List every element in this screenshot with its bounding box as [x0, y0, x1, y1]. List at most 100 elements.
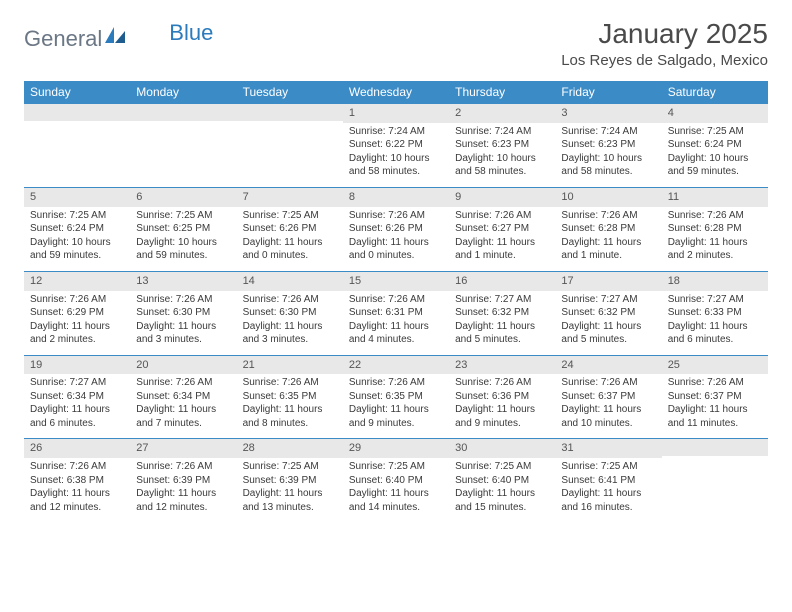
day-data: Sunrise: 7:26 AMSunset: 6:29 PMDaylight:… — [24, 291, 130, 355]
calendar-day-cell: 23Sunrise: 7:26 AMSunset: 6:36 PMDayligh… — [449, 355, 555, 439]
day-number: 21 — [237, 356, 343, 375]
sunset-line: Sunset: 6:31 PM — [349, 306, 443, 320]
calendar-day-cell: 10Sunrise: 7:26 AMSunset: 6:28 PMDayligh… — [555, 187, 661, 271]
day-number: 24 — [555, 356, 661, 375]
daylight-line: Daylight: 10 hours and 59 minutes. — [30, 236, 124, 263]
sunset-line: Sunset: 6:38 PM — [30, 474, 124, 488]
day-data: Sunrise: 7:25 AMSunset: 6:40 PMDaylight:… — [449, 458, 555, 522]
calendar-day-cell: 14Sunrise: 7:26 AMSunset: 6:30 PMDayligh… — [237, 271, 343, 355]
day-number: 8 — [343, 188, 449, 207]
day-number: 4 — [662, 104, 768, 123]
day-data: Sunrise: 7:24 AMSunset: 6:22 PMDaylight:… — [343, 123, 449, 187]
weekday-header: Wednesday — [343, 81, 449, 104]
calendar-day-cell: 28Sunrise: 7:25 AMSunset: 6:39 PMDayligh… — [237, 439, 343, 522]
day-data: Sunrise: 7:26 AMSunset: 6:37 PMDaylight:… — [662, 374, 768, 438]
day-number: 11 — [662, 188, 768, 207]
sunset-line: Sunset: 6:33 PM — [668, 306, 762, 320]
day-number: 1 — [343, 104, 449, 123]
header: General Blue January 2025 Los Reyes de S… — [24, 18, 768, 69]
calendar-day-cell: 9Sunrise: 7:26 AMSunset: 6:27 PMDaylight… — [449, 187, 555, 271]
sunrise-line: Sunrise: 7:25 AM — [668, 125, 762, 139]
daylight-line: Daylight: 11 hours and 13 minutes. — [243, 487, 337, 514]
sunset-line: Sunset: 6:28 PM — [668, 222, 762, 236]
day-data: Sunrise: 7:25 AMSunset: 6:25 PMDaylight:… — [130, 207, 236, 271]
day-data: Sunrise: 7:25 AMSunset: 6:24 PMDaylight:… — [24, 207, 130, 271]
day-data: Sunrise: 7:27 AMSunset: 6:32 PMDaylight:… — [555, 291, 661, 355]
daylight-line: Daylight: 11 hours and 9 minutes. — [455, 403, 549, 430]
sunrise-line: Sunrise: 7:26 AM — [136, 293, 230, 307]
calendar-week-row: 5Sunrise: 7:25 AMSunset: 6:24 PMDaylight… — [24, 187, 768, 271]
logo: General Blue — [24, 18, 173, 52]
day-number: 5 — [24, 188, 130, 207]
sunset-line: Sunset: 6:22 PM — [349, 138, 443, 152]
day-data: Sunrise: 7:25 AMSunset: 6:40 PMDaylight:… — [343, 458, 449, 522]
day-number: 25 — [662, 356, 768, 375]
daylight-line: Daylight: 11 hours and 3 minutes. — [136, 320, 230, 347]
sunrise-line: Sunrise: 7:27 AM — [668, 293, 762, 307]
sunset-line: Sunset: 6:30 PM — [136, 306, 230, 320]
sunrise-line: Sunrise: 7:26 AM — [349, 376, 443, 390]
daylight-line: Daylight: 10 hours and 59 minutes. — [668, 152, 762, 179]
sunrise-line: Sunrise: 7:25 AM — [30, 209, 124, 223]
calendar-day-cell: 4Sunrise: 7:25 AMSunset: 6:24 PMDaylight… — [662, 104, 768, 188]
daylight-line: Daylight: 11 hours and 12 minutes. — [30, 487, 124, 514]
sunset-line: Sunset: 6:32 PM — [455, 306, 549, 320]
calendar-day-cell: 31Sunrise: 7:25 AMSunset: 6:41 PMDayligh… — [555, 439, 661, 522]
day-data: Sunrise: 7:26 AMSunset: 6:28 PMDaylight:… — [662, 207, 768, 271]
calendar-day-cell: 25Sunrise: 7:26 AMSunset: 6:37 PMDayligh… — [662, 355, 768, 439]
sunrise-line: Sunrise: 7:25 AM — [243, 460, 337, 474]
day-number: 10 — [555, 188, 661, 207]
day-data: Sunrise: 7:26 AMSunset: 6:37 PMDaylight:… — [555, 374, 661, 438]
sunrise-line: Sunrise: 7:26 AM — [561, 376, 655, 390]
day-data: Sunrise: 7:25 AMSunset: 6:24 PMDaylight:… — [662, 123, 768, 187]
calendar-day-cell — [237, 104, 343, 188]
sunset-line: Sunset: 6:37 PM — [668, 390, 762, 404]
weekday-header: Tuesday — [237, 81, 343, 104]
sunset-line: Sunset: 6:29 PM — [30, 306, 124, 320]
calendar-day-cell: 11Sunrise: 7:26 AMSunset: 6:28 PMDayligh… — [662, 187, 768, 271]
calendar-day-cell: 16Sunrise: 7:27 AMSunset: 6:32 PMDayligh… — [449, 271, 555, 355]
day-number: 9 — [449, 188, 555, 207]
day-number: 23 — [449, 356, 555, 375]
day-number: 29 — [343, 439, 449, 458]
calendar-day-cell: 8Sunrise: 7:26 AMSunset: 6:26 PMDaylight… — [343, 187, 449, 271]
sunset-line: Sunset: 6:23 PM — [455, 138, 549, 152]
day-data: Sunrise: 7:26 AMSunset: 6:27 PMDaylight:… — [449, 207, 555, 271]
daylight-line: Daylight: 11 hours and 11 minutes. — [668, 403, 762, 430]
daylight-line: Daylight: 11 hours and 0 minutes. — [349, 236, 443, 263]
day-number: 20 — [130, 356, 236, 375]
logo-text-blue: Blue — [169, 20, 213, 46]
day-number: 26 — [24, 439, 130, 458]
daylight-line: Daylight: 11 hours and 10 minutes. — [561, 403, 655, 430]
sunrise-line: Sunrise: 7:27 AM — [561, 293, 655, 307]
sunset-line: Sunset: 6:24 PM — [668, 138, 762, 152]
daylight-line: Daylight: 10 hours and 58 minutes. — [349, 152, 443, 179]
location-subtitle: Los Reyes de Salgado, Mexico — [561, 52, 768, 69]
daylight-line: Daylight: 11 hours and 7 minutes. — [136, 403, 230, 430]
day-data: Sunrise: 7:26 AMSunset: 6:30 PMDaylight:… — [130, 291, 236, 355]
weekday-header: Thursday — [449, 81, 555, 104]
daylight-line: Daylight: 11 hours and 0 minutes. — [243, 236, 337, 263]
calendar-week-row: 26Sunrise: 7:26 AMSunset: 6:38 PMDayligh… — [24, 439, 768, 522]
calendar-day-cell — [130, 104, 236, 188]
day-data: Sunrise: 7:25 AMSunset: 6:39 PMDaylight:… — [237, 458, 343, 522]
sunrise-line: Sunrise: 7:24 AM — [561, 125, 655, 139]
day-number: 22 — [343, 356, 449, 375]
day-number: 14 — [237, 272, 343, 291]
weekday-header: Saturday — [662, 81, 768, 104]
daylight-line: Daylight: 11 hours and 9 minutes. — [349, 403, 443, 430]
sunset-line: Sunset: 6:27 PM — [455, 222, 549, 236]
day-data: Sunrise: 7:24 AMSunset: 6:23 PMDaylight:… — [555, 123, 661, 187]
calendar-day-cell: 29Sunrise: 7:25 AMSunset: 6:40 PMDayligh… — [343, 439, 449, 522]
daylight-line: Daylight: 11 hours and 12 minutes. — [136, 487, 230, 514]
day-data: Sunrise: 7:27 AMSunset: 6:33 PMDaylight:… — [662, 291, 768, 355]
daylight-line: Daylight: 11 hours and 6 minutes. — [30, 403, 124, 430]
daylight-line: Daylight: 11 hours and 8 minutes. — [243, 403, 337, 430]
calendar-day-cell: 12Sunrise: 7:26 AMSunset: 6:29 PMDayligh… — [24, 271, 130, 355]
sunrise-line: Sunrise: 7:26 AM — [243, 293, 337, 307]
calendar-day-cell: 18Sunrise: 7:27 AMSunset: 6:33 PMDayligh… — [662, 271, 768, 355]
day-number: 3 — [555, 104, 661, 123]
sunrise-line: Sunrise: 7:26 AM — [455, 209, 549, 223]
daylight-line: Daylight: 11 hours and 5 minutes. — [455, 320, 549, 347]
weekday-header: Sunday — [24, 81, 130, 104]
